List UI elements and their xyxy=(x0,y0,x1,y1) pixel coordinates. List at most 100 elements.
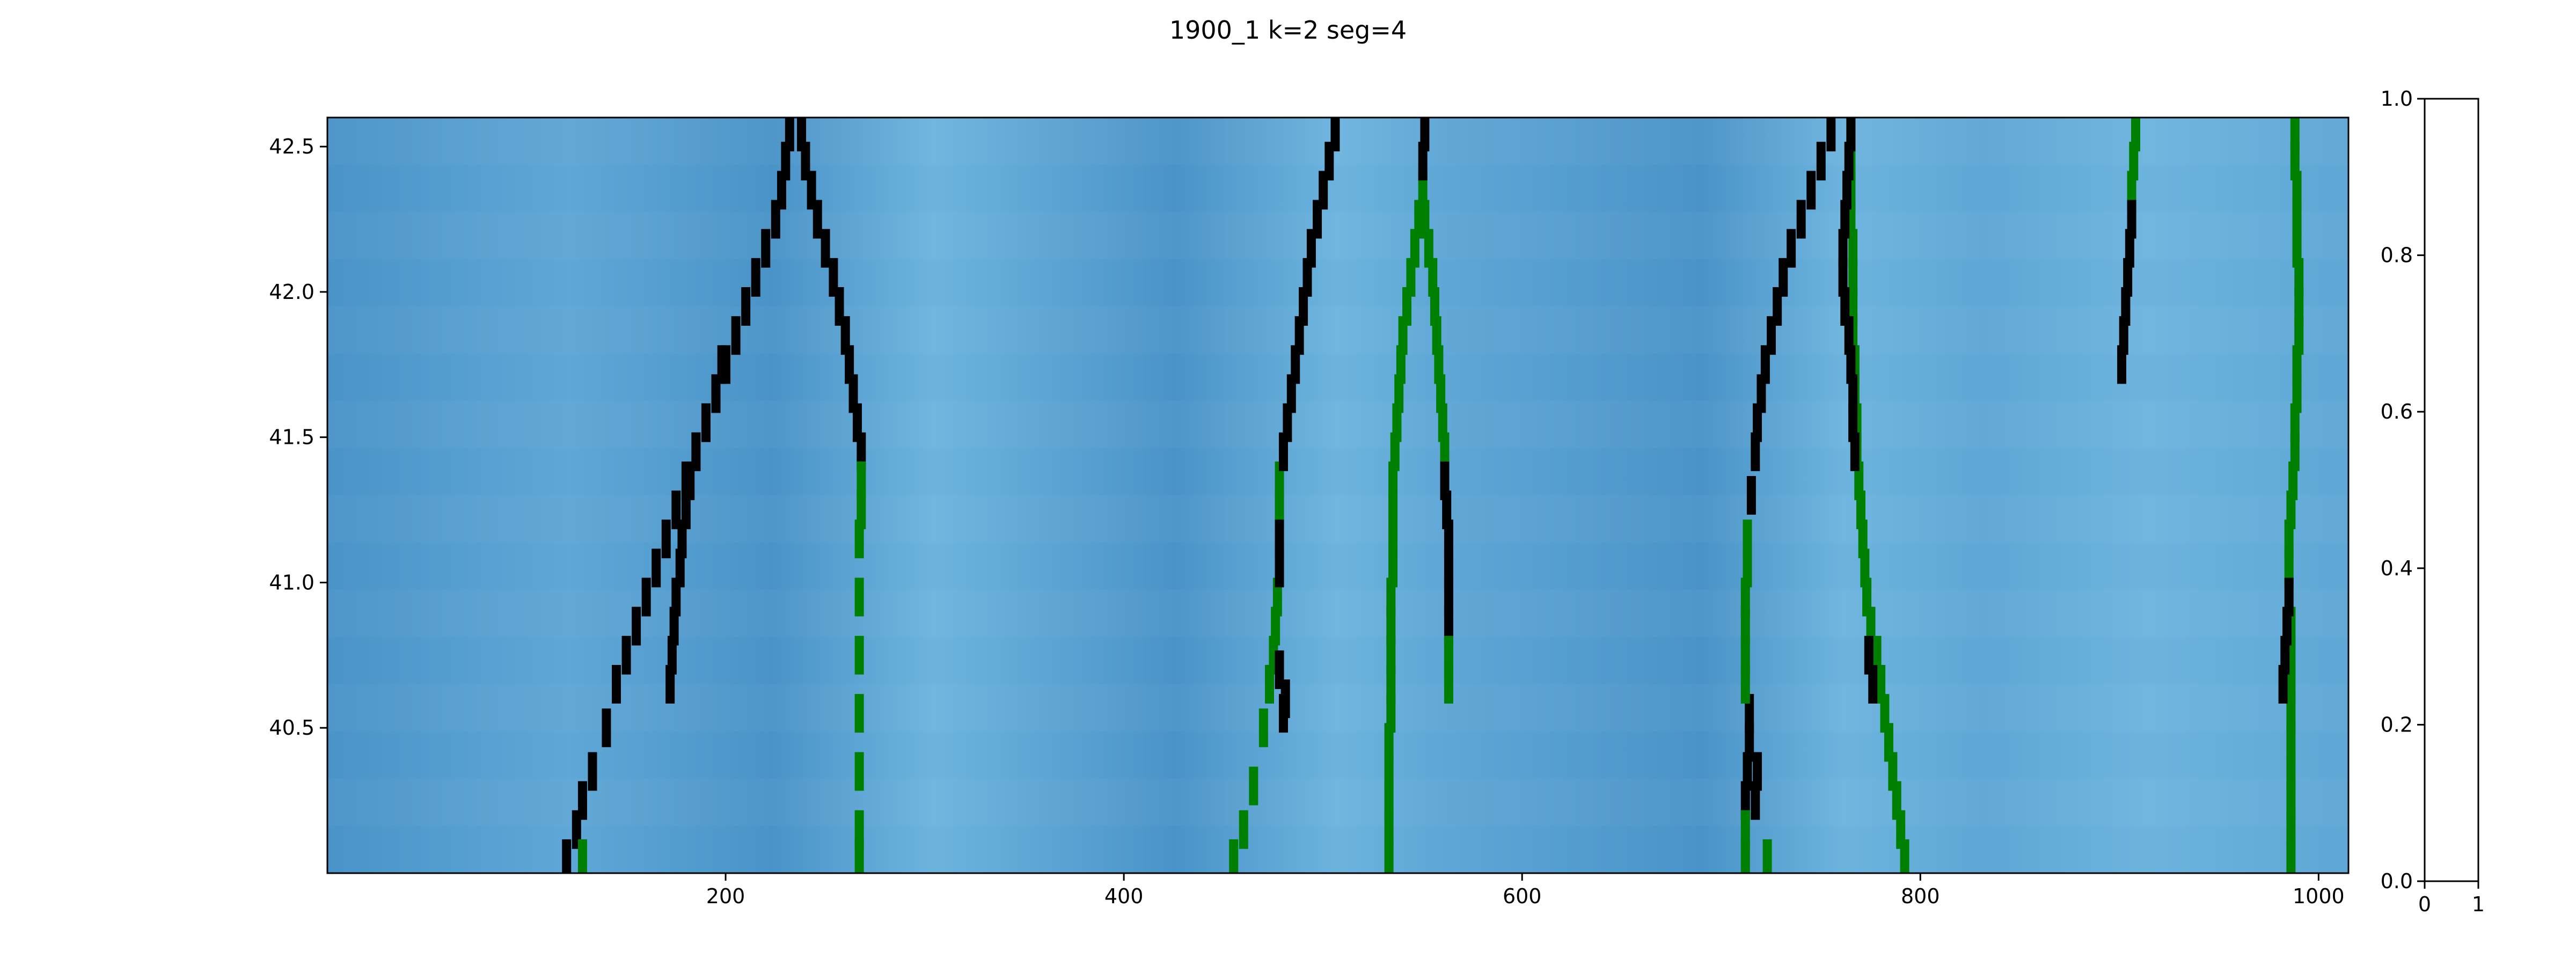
track-16-segment-4 xyxy=(1838,229,1848,268)
track-0-segment-5 xyxy=(612,665,621,704)
track-0-segment-11 xyxy=(671,491,681,530)
track-2-segment-11 xyxy=(857,432,866,471)
track-3-segment-2 xyxy=(857,491,866,530)
track-15-segment-26 xyxy=(1900,839,1909,873)
track-2-segment-10 xyxy=(852,403,862,442)
track-19-segment-11 xyxy=(2290,432,2300,471)
track-19-segment-4 xyxy=(2292,229,2302,268)
track-4-segment-2 xyxy=(1249,766,1258,806)
track-10-segment-5 xyxy=(1444,606,1453,646)
track-19-segment-19 xyxy=(2286,694,2296,733)
cbar-y-tick-label-1.0: 1.0 xyxy=(2381,87,2413,111)
track-4-segment-8 xyxy=(1275,491,1284,530)
track-19-segment-6 xyxy=(2294,287,2304,326)
track-16-segment-2 xyxy=(1842,171,1851,210)
track-9-segment-2 xyxy=(1428,258,1438,297)
track-15-segment-22 xyxy=(1884,723,1893,762)
track-2-segment-9 xyxy=(848,374,858,413)
track-15-segment-16 xyxy=(1860,548,1870,588)
main-heatmap-plot: 200 400 600 800 1000 40.5 41.0 41.5 42.0 42.5 xyxy=(269,116,2350,908)
track-15-segment-6 xyxy=(1848,258,1858,297)
track-11-segment-0 xyxy=(1444,635,1453,675)
track-18-segment-0 xyxy=(2127,200,2136,239)
track-7-segment-11 xyxy=(1388,519,1398,559)
track-18-segment-1 xyxy=(2125,229,2134,268)
track-15-segment-14 xyxy=(1856,491,1865,530)
heatmap-row-band xyxy=(327,401,2348,448)
track-19-segment-23 xyxy=(2286,810,2296,849)
track-4-segment-6 xyxy=(1271,606,1280,646)
track-1-segment-5 xyxy=(677,519,687,559)
track-1-segment-9 xyxy=(701,403,711,442)
track-0-segment-17 xyxy=(731,316,741,355)
y-tick-label-42.5: 42.5 xyxy=(269,135,314,158)
track-5-segment-7 xyxy=(1299,287,1308,326)
track-7-segment-15 xyxy=(1392,403,1402,442)
track-0-segment-8 xyxy=(641,577,651,617)
track-16-segment-11 xyxy=(1850,432,1860,471)
track-9-segment-4 xyxy=(1432,316,1441,355)
track-13-segment-7 xyxy=(1743,519,1752,559)
track-8-segment-1 xyxy=(1420,118,1430,152)
track-7-segment-12 xyxy=(1388,491,1398,530)
track-7-segment-10 xyxy=(1388,548,1398,588)
track-15-segment-5 xyxy=(1848,229,1858,268)
track-2-segment-1 xyxy=(801,142,810,181)
track-7-segment-13 xyxy=(1388,461,1398,500)
track-20-segment-2 xyxy=(2280,635,2290,675)
track-1-segment-4 xyxy=(675,548,685,588)
track-7-segment-8 xyxy=(1386,606,1396,646)
track-12-segment-14 xyxy=(1806,171,1816,210)
track-15-segment-19 xyxy=(1872,635,1882,675)
track-4-segment-3 xyxy=(1258,708,1268,748)
x-tick-label-1000: 1000 xyxy=(2293,884,2345,908)
track-17-segment-1 xyxy=(2129,142,2139,181)
track-13-segment-6 xyxy=(1743,548,1752,588)
track-9-segment-5 xyxy=(1434,345,1444,384)
track-16-segment-6 xyxy=(1840,287,1850,326)
track-16-segment-9 xyxy=(1848,374,1858,413)
track-15-segment-23 xyxy=(1888,752,1898,791)
track-6-segment-0 xyxy=(1275,650,1284,689)
track-0-segment-18 xyxy=(741,287,751,326)
heatmap-row-band xyxy=(327,306,2348,354)
track-19-segment-8 xyxy=(2292,345,2302,384)
track-19-segment-9 xyxy=(2292,374,2302,413)
track-16-segment-13 xyxy=(1868,665,1878,704)
track-15-segment-25 xyxy=(1896,810,1906,849)
track-0-segment-20 xyxy=(761,229,771,268)
track-7-segment-3 xyxy=(1384,752,1394,791)
track-5-segment-13 xyxy=(1330,118,1340,152)
track-12-segment-4 xyxy=(1746,476,1756,515)
track-1-segment-1 xyxy=(667,635,677,675)
track-9-segment-7 xyxy=(1438,403,1447,442)
track-7-segment-20 xyxy=(1406,258,1416,297)
x-tick-label-400: 400 xyxy=(1104,884,1144,908)
track-5-segment-9 xyxy=(1306,229,1316,268)
track-5-segment-11 xyxy=(1319,171,1328,210)
track-3-segment-6 xyxy=(854,694,864,733)
colorbar-y-axis: 0.0 0.2 0.4 0.6 0.8 1.0 xyxy=(2381,87,2425,893)
track-15-segment-18 xyxy=(1866,606,1876,646)
track-12-segment-11 xyxy=(1779,258,1788,297)
colorbar-frame xyxy=(2424,98,2479,882)
track-3-segment-3 xyxy=(854,519,864,559)
track-12-segment-15 xyxy=(1816,142,1826,181)
track-19-segment-13 xyxy=(2286,491,2296,530)
track-5-segment-12 xyxy=(1324,142,1334,181)
cbar-y-tick-label-0.4: 0.4 xyxy=(2381,557,2413,580)
track-5-segment-5 xyxy=(1291,345,1300,384)
track-4-segment-9 xyxy=(1275,461,1284,500)
track-1-segment-10 xyxy=(711,374,721,413)
track-14-segment-1 xyxy=(1753,752,1762,791)
track-0-segment-6 xyxy=(621,635,631,675)
track-12-segment-0 xyxy=(1740,781,1750,820)
track-3-segment-0 xyxy=(577,839,587,873)
track-7-segment-23 xyxy=(1418,171,1428,210)
cbar-x-tick-label-0: 0 xyxy=(2418,892,2431,916)
y-tick-label-40.5: 40.5 xyxy=(269,716,314,740)
track-15-segment-7 xyxy=(1848,287,1858,326)
track-15-segment-24 xyxy=(1892,781,1901,820)
